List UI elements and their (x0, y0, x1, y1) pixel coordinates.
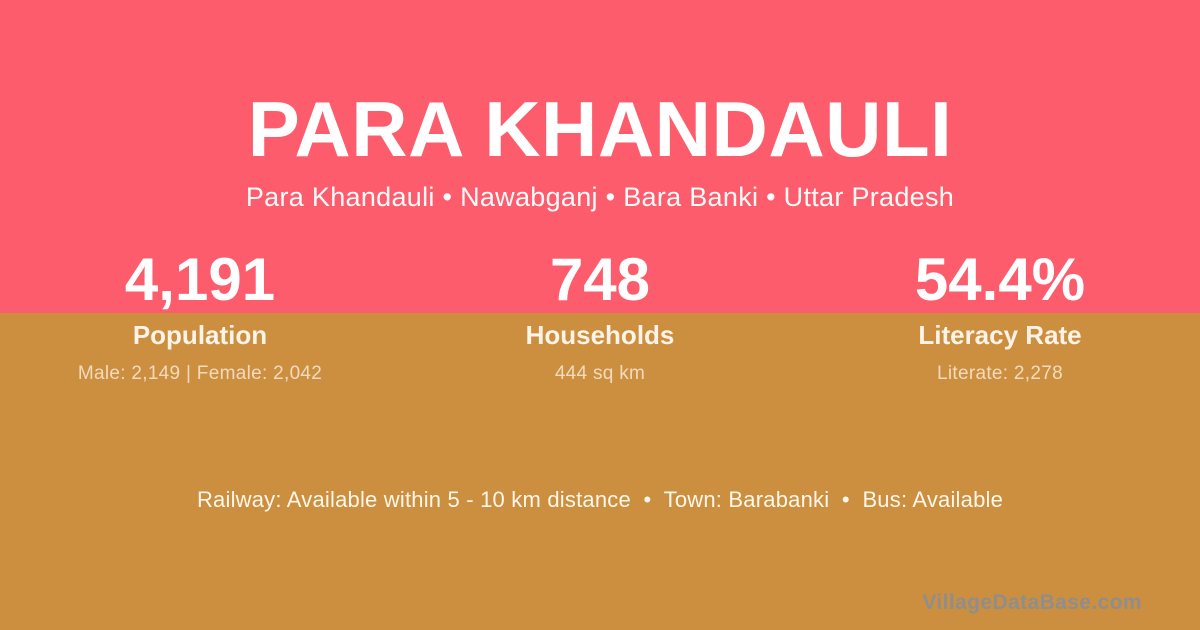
village-title: PARA KHANDAULI (247, 85, 953, 173)
households-value: 748 (549, 246, 651, 313)
stat-literacy: 54.4% Literacy Rate Literate: 2,278 (800, 250, 1200, 385)
literacy-detail: Literate: 2,278 (937, 363, 1063, 384)
amenities-line: Railway: Available within 5 - 10 km dist… (196, 487, 1004, 512)
households-detail: 444 sq km (554, 363, 646, 384)
literacy-label: Literacy Rate (918, 320, 1082, 350)
stat-population: 4,191 Population Male: 2,149 | Female: 2… (0, 250, 400, 385)
stat-households: 748 Households 444 sq km (400, 250, 800, 385)
top-band (0, 0, 1200, 313)
header: PARA KHANDAULI Para Khandauli • Nawabgan… (0, 90, 1200, 213)
stats-row: 4,191 Population Male: 2,149 | Female: 2… (0, 250, 1200, 385)
watermark: VillageDataBase.com (922, 591, 1142, 614)
literacy-value: 54.4% (914, 246, 1086, 313)
population-detail: Male: 2,149 | Female: 2,042 (77, 363, 323, 384)
households-label: Households (525, 320, 675, 350)
population-value: 4,191 (124, 246, 276, 313)
location-breadcrumb: Para Khandauli • Nawabganj • Bara Banki … (245, 182, 955, 212)
population-label: Population (132, 320, 268, 350)
